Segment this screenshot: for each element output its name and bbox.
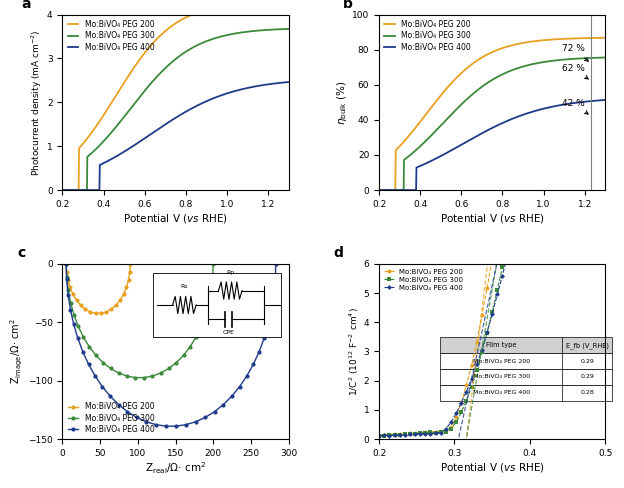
X-axis label: Potential V ($\it{vs}$ RHE): Potential V ($\it{vs}$ RHE) [440,212,545,224]
Legend: Mo:BiVO₄ PEG 200, Mo:BiVO₄ PEG 300, Mo:BiVO₄ PEG 400: Mo:BiVO₄ PEG 200, Mo:BiVO₄ PEG 300, Mo:B… [383,267,465,292]
Text: 42 %: 42 % [562,99,588,114]
Text: c: c [17,246,26,260]
Bar [440,337,612,353]
Text: 72 %: 72 % [562,44,588,61]
X-axis label: Potential V ($\it{vs}$ RHE): Potential V ($\it{vs}$ RHE) [123,212,228,224]
Text: d: d [334,246,344,260]
Y-axis label: Z$_{\rm image}$/Ω· cm$^2$: Z$_{\rm image}$/Ω· cm$^2$ [9,319,25,385]
Text: Mo:BiVO₄ PEG 300: Mo:BiVO₄ PEG 300 [472,374,530,379]
Text: 0.29: 0.29 [580,374,594,379]
Text: Film type: Film type [486,343,517,348]
Text: 0.28: 0.28 [580,390,594,395]
X-axis label: Z$_{\rm real}$/Ω· cm$^2$: Z$_{\rm real}$/Ω· cm$^2$ [145,461,206,476]
Bar [440,353,612,369]
Text: a: a [22,0,31,11]
Y-axis label: $\eta$$_{\rm bulk}$ (%): $\eta$$_{\rm bulk}$ (%) [335,80,349,125]
X-axis label: Potential V ($\it{vs}$ RHE): Potential V ($\it{vs}$ RHE) [440,461,545,474]
Text: 62 %: 62 % [562,64,588,79]
Text: 0.29: 0.29 [580,359,594,364]
Legend: Mo:BiVO₄ PEG 200, Mo:BiVO₄ PEG 300, Mo:BiVO₄ PEG 400: Mo:BiVO₄ PEG 200, Mo:BiVO₄ PEG 300, Mo:B… [66,19,156,53]
Text: E_fb (V_RHE): E_fb (V_RHE) [566,342,608,349]
Text: b: b [343,0,353,11]
Legend: Mo:BiVO₄ PEG 200, Mo:BiVO₄ PEG 300, Mo:BiVO₄ PEG 400: Mo:BiVO₄ PEG 200, Mo:BiVO₄ PEG 300, Mo:B… [383,19,472,53]
Legend: Mo:BiVO₄ PEG 200, Mo:BiVO₄ PEG 300, Mo:BiVO₄ PEG 400: Mo:BiVO₄ PEG 200, Mo:BiVO₄ PEG 300, Mo:B… [66,401,156,435]
Text: Mo:BiVO₄ PEG 400: Mo:BiVO₄ PEG 400 [472,390,530,395]
Bar [440,369,612,385]
Text: Mo:BiVO₄ PEG 200: Mo:BiVO₄ PEG 200 [472,359,530,364]
Bar [440,385,612,401]
Y-axis label: Photocurrent density (mA cm$^{-2}$): Photocurrent density (mA cm$^{-2}$) [30,29,44,176]
Y-axis label: 1/C$^2$ (10$^{12}$ F$^{-2}$ cm$^4$): 1/C$^2$ (10$^{12}$ F$^{-2}$ cm$^4$) [348,307,361,396]
